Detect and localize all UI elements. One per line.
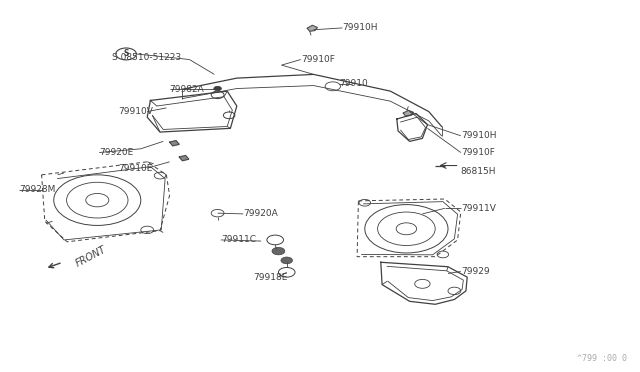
Text: 79910V: 79910V bbox=[118, 107, 153, 116]
Circle shape bbox=[281, 257, 292, 264]
Text: 79920E: 79920E bbox=[99, 148, 134, 157]
Text: 86815H: 86815H bbox=[461, 167, 496, 176]
Text: 79910H: 79910H bbox=[342, 23, 378, 32]
Polygon shape bbox=[179, 155, 189, 161]
Text: 79918E: 79918E bbox=[253, 273, 287, 282]
Text: 79910E: 79910E bbox=[118, 164, 153, 173]
Text: FRONT: FRONT bbox=[74, 244, 108, 269]
Text: 79910: 79910 bbox=[339, 79, 368, 88]
Text: 79929: 79929 bbox=[461, 267, 490, 276]
Text: 79911C: 79911C bbox=[221, 235, 256, 244]
Circle shape bbox=[272, 247, 285, 255]
Text: ^799 :00 0: ^799 :00 0 bbox=[577, 354, 627, 363]
Text: S 08510-51223: S 08510-51223 bbox=[112, 53, 181, 62]
Text: 79910F: 79910F bbox=[301, 55, 335, 64]
Polygon shape bbox=[307, 25, 317, 31]
Polygon shape bbox=[170, 141, 179, 146]
Circle shape bbox=[214, 86, 221, 91]
Text: S: S bbox=[124, 49, 129, 58]
Text: 79982A: 79982A bbox=[170, 85, 204, 94]
Polygon shape bbox=[403, 110, 413, 116]
Text: 79928M: 79928M bbox=[19, 185, 56, 194]
Text: 79911V: 79911V bbox=[461, 204, 495, 213]
Text: 79910H: 79910H bbox=[461, 131, 496, 140]
Text: 79920A: 79920A bbox=[243, 209, 278, 218]
Text: 79910F: 79910F bbox=[461, 148, 495, 157]
